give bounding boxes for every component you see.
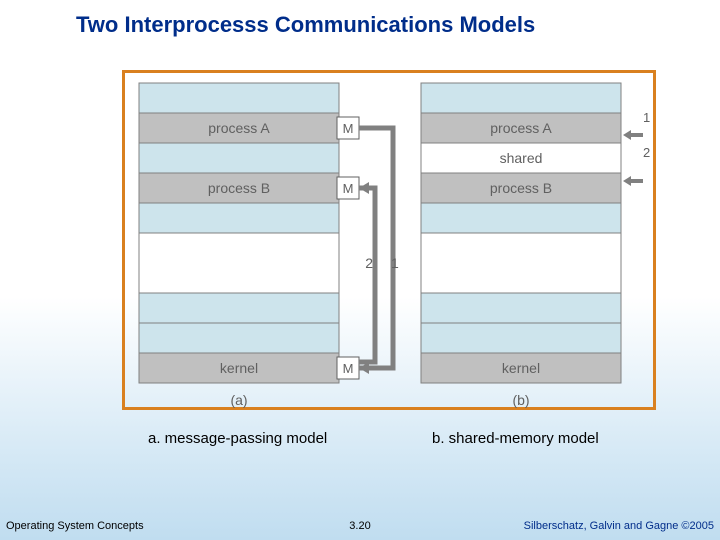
svg-text:2: 2 [643,145,650,160]
svg-text:M: M [343,181,354,196]
svg-text:1: 1 [391,255,399,271]
diagram-frame: process A Mprocess B Mkernel M (a) process A s… [122,70,656,410]
diagram-svg: process A Mprocess B Mkernel M (a) process A s… [125,73,659,413]
footer-center: 3.20 [349,520,370,532]
svg-text:kernel: kernel [220,360,258,376]
svg-text:M: M [343,121,354,136]
footer-left: Operating System Concepts [6,520,144,532]
svg-text:process B: process B [490,180,552,196]
svg-text:(b): (b) [512,392,529,408]
footer-right: Silberschatz, Galvin and Gagne ©2005 [524,520,714,532]
svg-text:process B: process B [208,180,270,196]
svg-text:1: 1 [643,110,650,125]
svg-text:kernel: kernel [502,360,540,376]
sublabel-b: b. shared-memory model [432,430,599,447]
sublabel-a: a. message-passing model [148,430,327,447]
svg-text:M: M [343,361,354,376]
svg-text:process A: process A [208,120,270,136]
svg-text:2: 2 [365,255,373,271]
svg-text:(a): (a) [230,392,247,408]
svg-text:process A: process A [490,120,552,136]
svg-text:shared: shared [500,150,543,166]
page-title: Two Interprocesss Communications Models [76,12,535,38]
